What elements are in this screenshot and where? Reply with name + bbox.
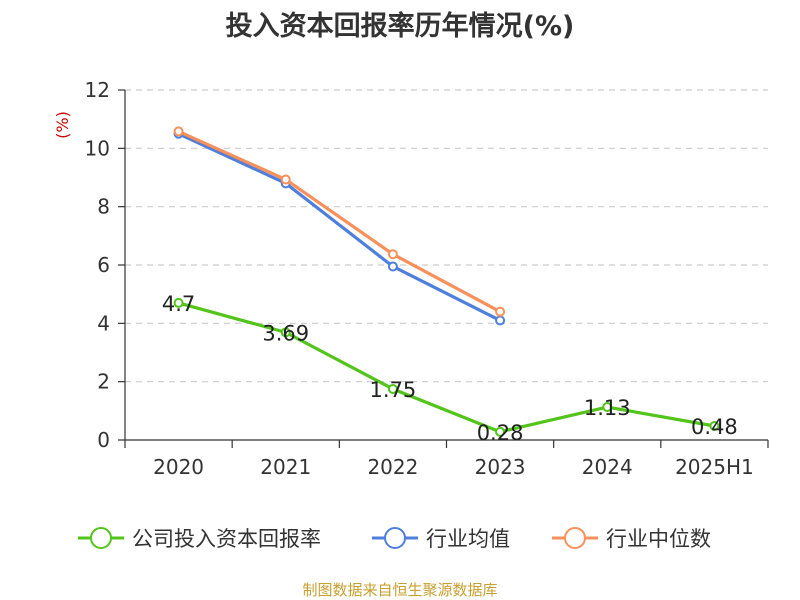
series-line-1: [176, 132, 502, 323]
y-tick-label: 2: [97, 370, 110, 394]
data-label: 1.75: [370, 378, 417, 402]
data-point[interactable]: [602, 402, 613, 413]
legend-marker-icon: [90, 527, 112, 549]
y-tick-label: 6: [97, 253, 110, 277]
data-point[interactable]: [387, 383, 398, 394]
data-point[interactable]: [173, 297, 184, 308]
data-label: 0.48: [691, 415, 738, 439]
data-labels: 4.7 3.69 1.75 0.28 1.13 0.48: [162, 292, 738, 445]
data-label: 3.69: [262, 321, 309, 345]
series-lines: [173, 126, 720, 437]
data-point[interactable]: [709, 421, 720, 431]
legend-label: 行业中位数: [606, 527, 711, 551]
legend-label: 公司投入资本回报率: [132, 527, 321, 551]
x-tick-label-2024: 2024: [582, 455, 633, 479]
chart-title: 投入资本回报率历年情况(%): [225, 11, 575, 42]
legend: 公司投入资本回报率 行业均值 行业中位数: [78, 527, 711, 551]
y-tick-label: 8: [97, 195, 110, 219]
legend-marker-icon: [564, 527, 586, 549]
data-point[interactable]: [495, 315, 506, 326]
x-tick-label-2025H1: 2025H1: [675, 455, 754, 479]
y-tick-label: 4: [97, 311, 110, 335]
axes: 0 2 4 6 8 10 12 2020 2021 2022 2023 2024 2025H1: [85, 78, 769, 479]
series-line-0: [176, 301, 717, 434]
data-point[interactable]: [280, 327, 291, 338]
x-tick-label-2020: 2020: [153, 455, 204, 479]
legend-label: 行业均值: [426, 527, 510, 551]
data-label: 1.13: [584, 396, 631, 420]
data-label: 0.28: [477, 421, 524, 445]
grid-lines: [125, 89, 768, 383]
data-point[interactable]: [387, 249, 398, 260]
x-tick-label-2022: 2022: [367, 455, 418, 479]
legend-item-0[interactable]: 公司投入资本回报率: [78, 527, 321, 551]
y-tick-label: 0: [97, 428, 110, 452]
series-line-2: [176, 129, 502, 314]
source-note: 制图数据来自恒生聚源数据库: [302, 581, 498, 599]
y-tick-label: 12: [85, 78, 110, 102]
y-axis-unit-label: (%): [53, 111, 72, 139]
legend-item-2[interactable]: 行业中位数: [552, 527, 711, 551]
x-tick-label-2023: 2023: [475, 455, 526, 479]
x-tick-label-2021: 2021: [260, 455, 311, 479]
data-point[interactable]: [495, 426, 506, 437]
y-tick-label: 10: [85, 136, 110, 160]
legend-item-1[interactable]: 行业均值: [372, 527, 510, 551]
legend-marker-icon: [384, 527, 406, 549]
data-label: 4.7: [162, 292, 195, 316]
data-point[interactable]: [495, 306, 506, 317]
data-point[interactable]: [280, 174, 291, 185]
data-point[interactable]: [173, 126, 184, 137]
data-point[interactable]: [387, 261, 398, 272]
